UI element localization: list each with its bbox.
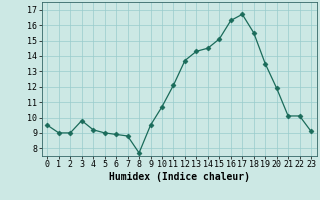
- X-axis label: Humidex (Indice chaleur): Humidex (Indice chaleur): [109, 172, 250, 182]
